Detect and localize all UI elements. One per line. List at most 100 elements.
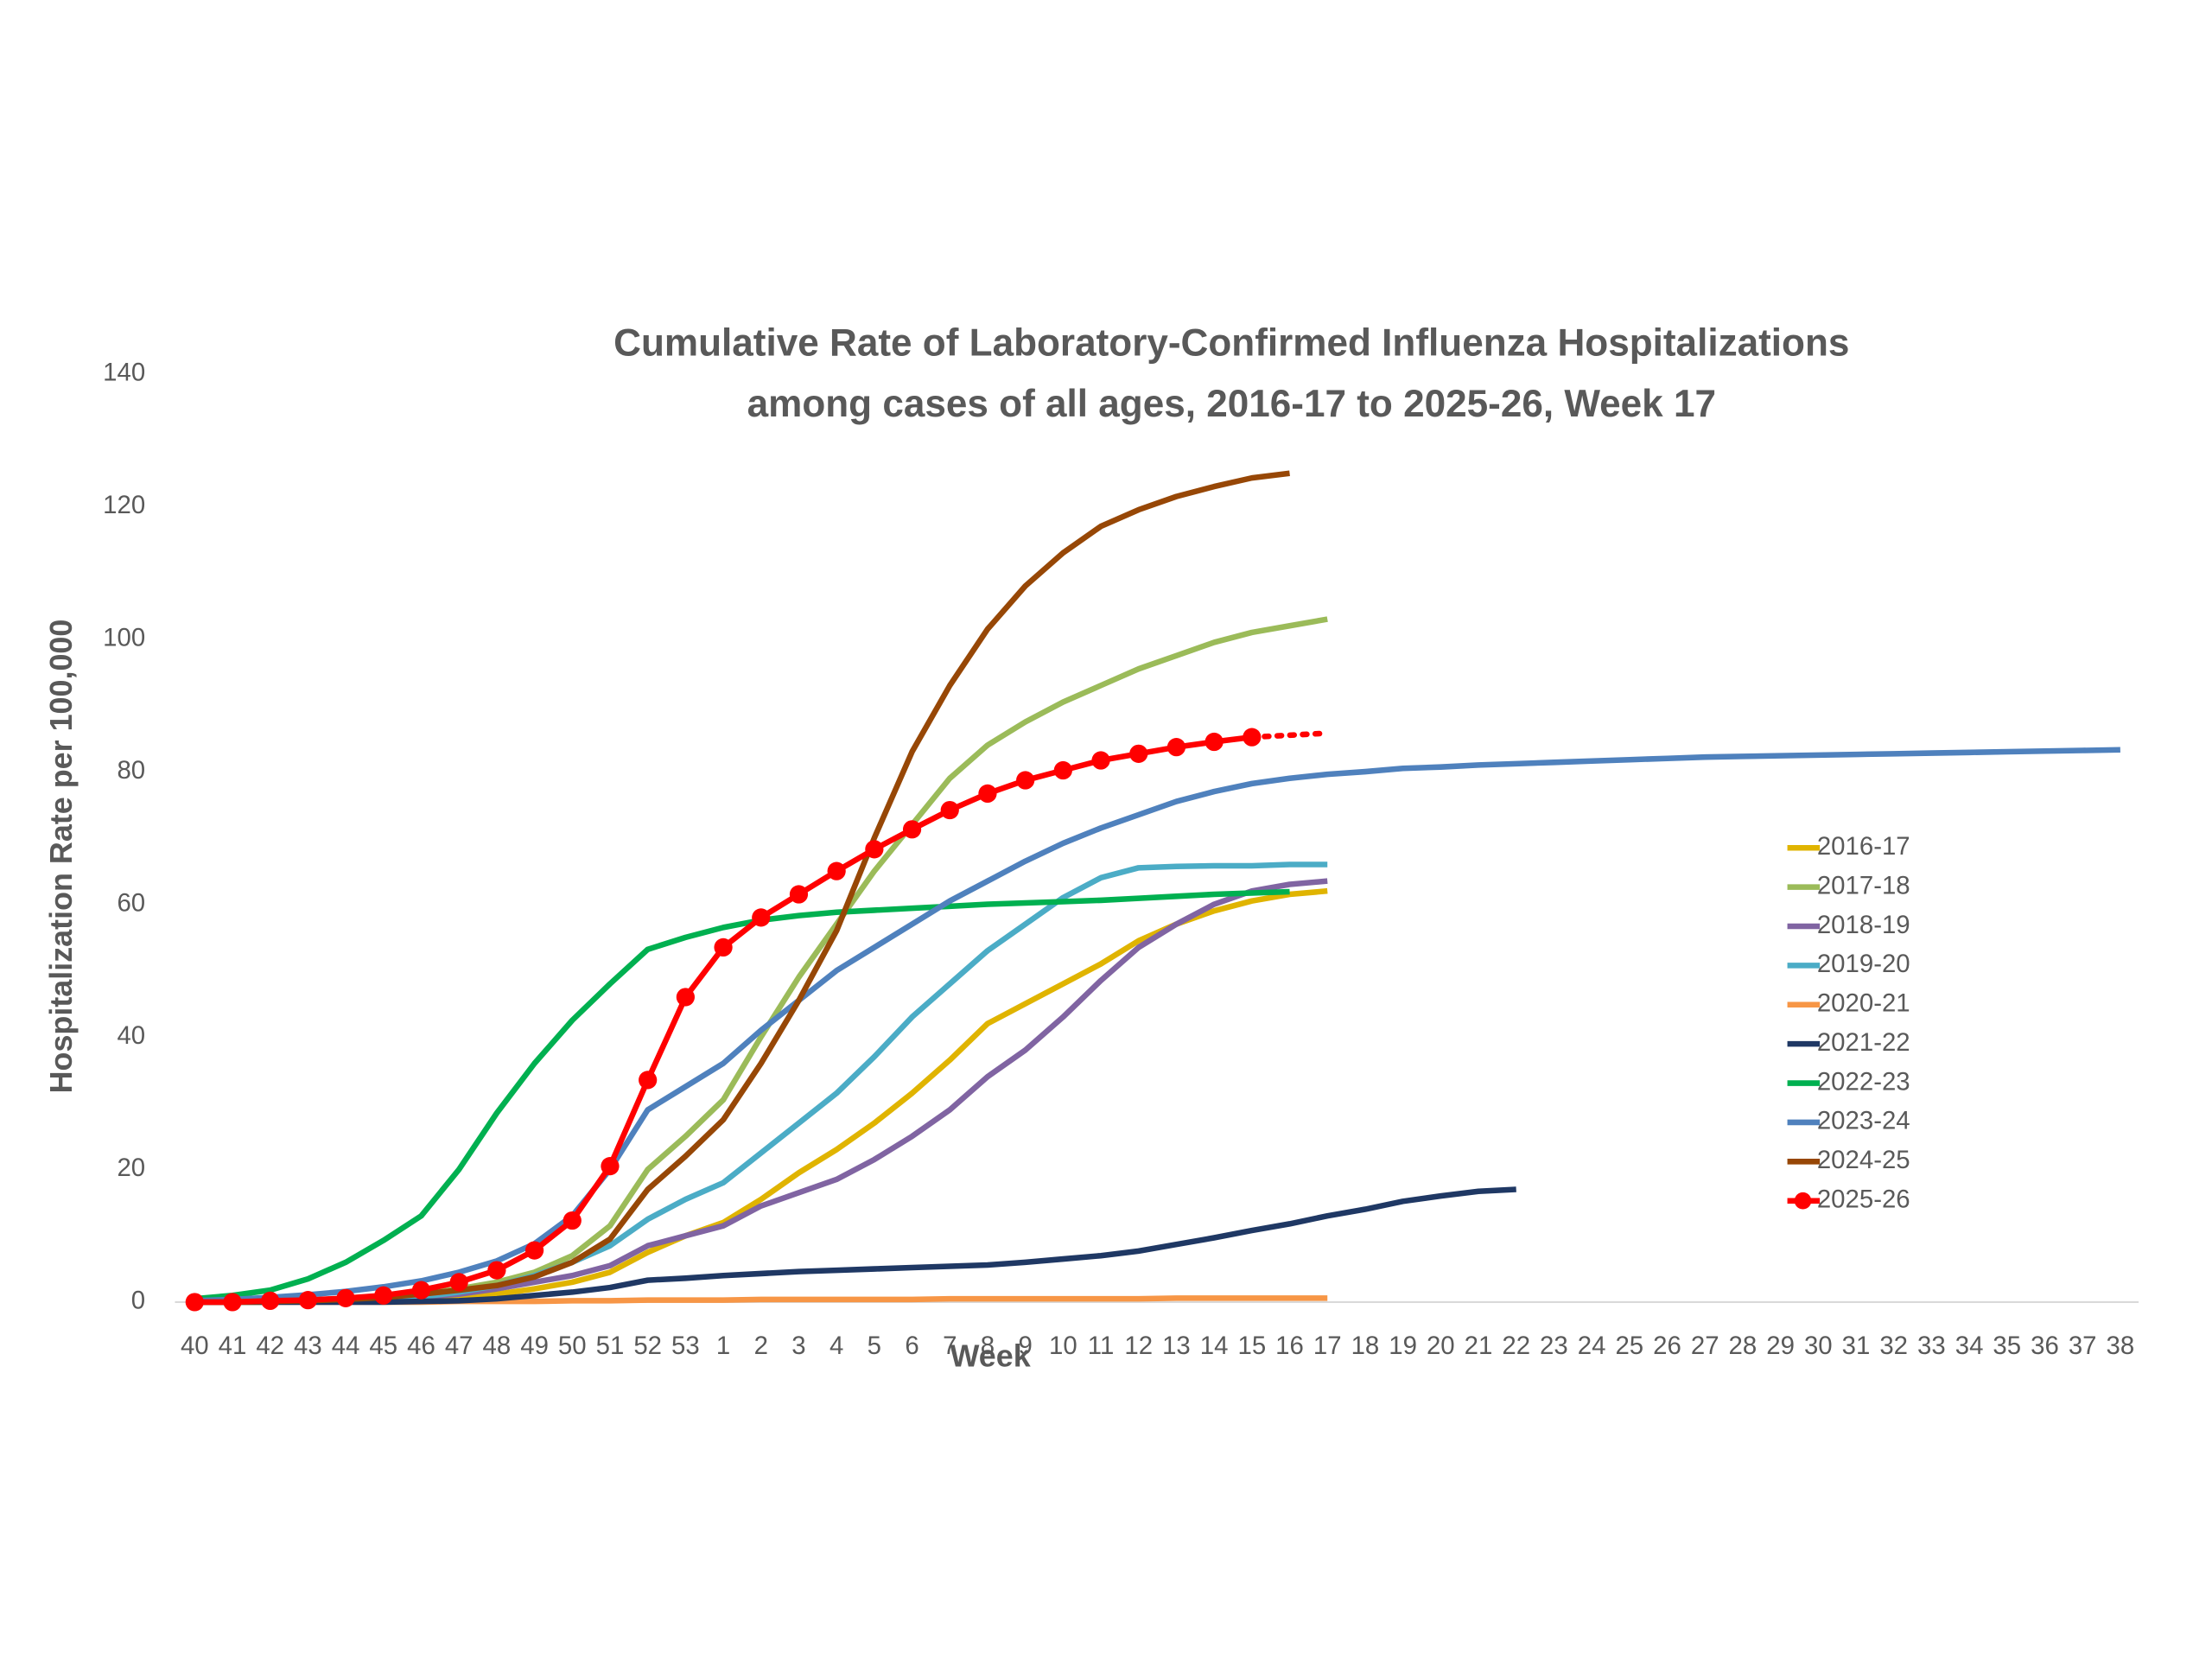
x-tick-label: 29 [1766, 1332, 1795, 1360]
x-tick-label: 24 [1578, 1332, 1606, 1360]
series-line [194, 1186, 1516, 1306]
point-marker [261, 1291, 280, 1311]
x-tick-label: 15 [1237, 1332, 1266, 1360]
x-tick-label: 5 [868, 1332, 881, 1360]
point-marker [940, 800, 959, 820]
legend-marker [1794, 1192, 1812, 1210]
point-marker [865, 840, 884, 859]
point-marker [902, 820, 922, 839]
point-marker [449, 1273, 468, 1292]
point-marker [223, 1293, 242, 1312]
x-tick-label: 9 [1018, 1332, 1032, 1360]
x-tick-label: 18 [1351, 1332, 1380, 1360]
x-tick-label: 52 [633, 1332, 662, 1360]
chart-title: among cases of all ages, 2016-17 to 2025… [747, 383, 1716, 425]
x-tick-label: 30 [1804, 1332, 1833, 1360]
x-tick-label: 50 [558, 1332, 587, 1360]
point-marker [524, 1241, 544, 1260]
x-tick-label: 22 [1502, 1332, 1530, 1360]
x-tick-label: 1 [716, 1332, 730, 1360]
series-line [194, 887, 1328, 1306]
point-marker [298, 1291, 318, 1310]
y-tick-label: 40 [117, 1021, 145, 1050]
x-tick-label: 53 [671, 1332, 700, 1360]
y-tick-label: 20 [117, 1154, 145, 1182]
x-tick-label: 35 [1993, 1332, 2021, 1360]
point-marker [563, 1211, 582, 1230]
x-tick-label: 20 [1427, 1332, 1455, 1360]
point-marker [1016, 771, 1035, 790]
x-tick-label: 43 [294, 1332, 322, 1360]
x-tick-label: 28 [1729, 1332, 1758, 1360]
point-marker [978, 784, 997, 803]
y-tick-label: 60 [117, 888, 145, 917]
point-marker [1166, 738, 1186, 757]
x-tick-label: 11 [1088, 1332, 1115, 1360]
legend-label: 2018-19 [1817, 911, 1910, 939]
legend-label: 2022-23 [1817, 1067, 1910, 1096]
point-marker [1243, 728, 1262, 747]
x-tick-label: 40 [181, 1332, 209, 1360]
x-tick-label: 16 [1275, 1332, 1304, 1360]
x-tick-label: 25 [1615, 1332, 1643, 1360]
point-marker [1129, 744, 1148, 763]
x-tick-label: 4 [830, 1332, 843, 1360]
x-tick-label: 38 [2107, 1332, 2135, 1360]
x-tick-label: 12 [1124, 1332, 1153, 1360]
point-marker [185, 1293, 204, 1312]
x-tick-label: 21 [1465, 1332, 1493, 1360]
x-tick-label: 34 [1955, 1332, 1984, 1360]
x-tick-label: 49 [520, 1332, 549, 1360]
x-tick-label: 7 [943, 1332, 957, 1360]
x-tick-label: 27 [1691, 1332, 1719, 1360]
point-marker [601, 1157, 620, 1176]
x-tick-label: 31 [1842, 1332, 1871, 1360]
x-tick-label: 6 [905, 1332, 918, 1360]
x-tick-label: 2 [754, 1332, 768, 1360]
x-tick-label: 10 [1049, 1332, 1077, 1360]
legend-label: 2019-20 [1817, 950, 1910, 978]
series-line [194, 747, 2120, 1304]
point-marker [714, 938, 733, 957]
series-line [194, 734, 1253, 1306]
point-marker [1091, 751, 1110, 770]
x-tick-label: 33 [1917, 1332, 1946, 1360]
point-marker [1205, 732, 1224, 752]
x-tick-label: 8 [981, 1332, 995, 1360]
point-marker [676, 988, 695, 1007]
y-axis-label: Hospitalization Rate per 100,000 [43, 620, 79, 1094]
series-line [1249, 730, 1331, 741]
x-tick-label: 37 [2069, 1332, 2097, 1360]
x-tick-label: 45 [369, 1332, 397, 1360]
x-tick-label: 19 [1389, 1332, 1417, 1360]
x-tick-label: 32 [1879, 1332, 1908, 1360]
point-marker [639, 1071, 658, 1090]
x-tick-label: 23 [1540, 1332, 1568, 1360]
x-axis-label: Week [950, 1338, 1031, 1374]
point-marker [336, 1288, 355, 1307]
x-tick-label: 42 [256, 1332, 284, 1360]
x-tick-label: 48 [483, 1332, 512, 1360]
point-marker [827, 861, 846, 880]
x-tick-label: 3 [791, 1332, 805, 1360]
y-tick-label: 140 [103, 358, 145, 386]
x-tick-label: 36 [2031, 1332, 2059, 1360]
series-line [194, 878, 1328, 1306]
point-marker [487, 1261, 506, 1280]
point-marker [752, 908, 771, 927]
legend-label: 2021-22 [1817, 1028, 1910, 1057]
x-tick-label: 13 [1162, 1332, 1191, 1360]
point-marker [1053, 760, 1072, 780]
legend-label: 2016-17 [1817, 832, 1910, 861]
x-tick-label: 46 [407, 1332, 435, 1360]
x-tick-label: 41 [219, 1332, 247, 1360]
series-line [194, 888, 1290, 1302]
y-tick-label: 100 [103, 623, 145, 652]
point-marker [374, 1286, 393, 1305]
point-marker [411, 1281, 431, 1300]
y-tick-label: 120 [103, 491, 145, 519]
series-line [194, 470, 1290, 1306]
x-tick-label: 51 [596, 1332, 625, 1360]
